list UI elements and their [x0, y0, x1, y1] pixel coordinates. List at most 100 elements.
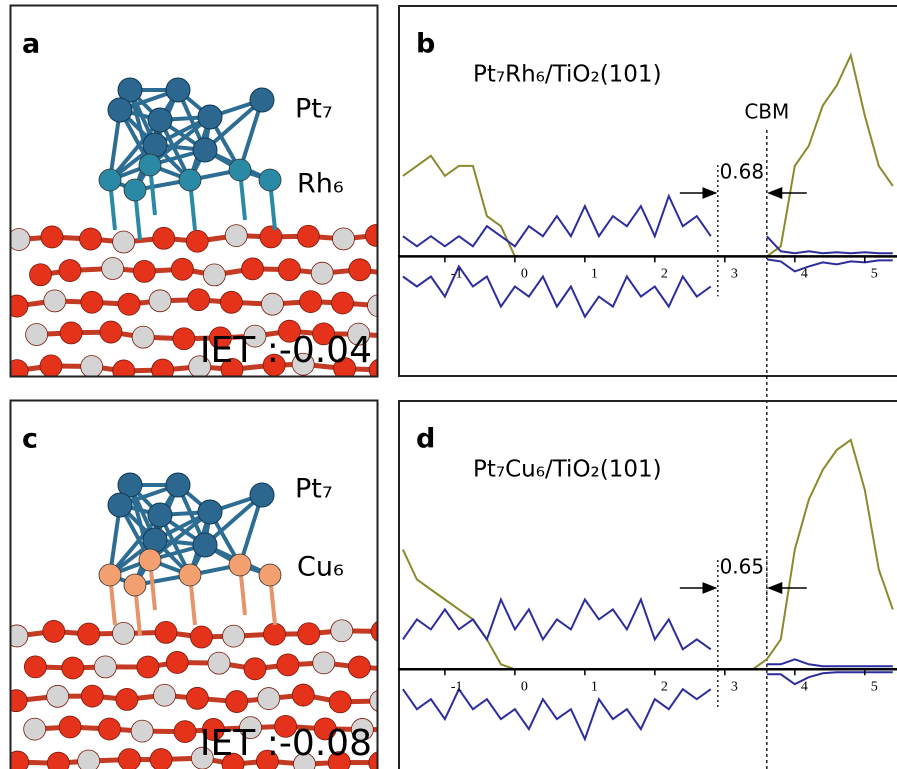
x-tick-label: 3 — [731, 679, 738, 694]
atom — [350, 718, 374, 741]
atom — [278, 319, 301, 343]
x-tick-label: 2 — [661, 267, 668, 282]
bond — [203, 98, 264, 152]
atom — [61, 656, 85, 680]
atom-label: Pt₇ — [295, 474, 333, 505]
atom — [291, 352, 315, 376]
atom — [99, 320, 123, 344]
atom — [249, 482, 275, 508]
atom — [152, 226, 176, 250]
atom — [23, 717, 47, 741]
bond — [148, 115, 212, 167]
atom — [313, 717, 337, 741]
atom — [130, 719, 154, 743]
atom — [293, 752, 316, 769]
atom — [190, 746, 214, 769]
atom — [123, 573, 147, 597]
atom — [258, 563, 282, 587]
atom — [117, 292, 141, 316]
structure-a — [10, 77, 378, 377]
atom — [115, 687, 139, 711]
atom — [98, 717, 121, 741]
atom-label: Rh₆ — [297, 169, 344, 200]
atom — [107, 97, 133, 123]
atom — [299, 290, 323, 313]
atom — [221, 752, 245, 769]
atom — [149, 748, 173, 769]
atom — [291, 683, 315, 707]
atom — [10, 624, 29, 648]
atom — [219, 290, 243, 314]
x-tick-label: 2 — [661, 679, 668, 694]
atom — [188, 355, 212, 377]
atom — [93, 655, 117, 679]
atom — [117, 748, 141, 769]
atom — [277, 258, 301, 282]
atom — [101, 257, 125, 280]
atom — [297, 622, 321, 646]
x-tick-label: 1 — [591, 267, 598, 282]
atom — [243, 324, 267, 348]
atom — [79, 227, 102, 251]
atom — [142, 132, 168, 158]
atom — [58, 259, 82, 282]
atom — [197, 104, 223, 130]
atom — [132, 260, 156, 283]
atom — [165, 472, 191, 498]
atom — [165, 651, 189, 674]
atom — [172, 327, 196, 351]
dos-panel: d Pt₇Cu₆/TiO₂(101) -1 0 1 2 3 4 5 0.65 — [398, 400, 897, 769]
atom — [368, 358, 378, 377]
atom — [312, 651, 336, 675]
x-tick-label: 5 — [871, 679, 878, 694]
atom — [332, 227, 355, 251]
atom — [165, 77, 191, 103]
atom — [170, 257, 194, 281]
atom — [263, 622, 286, 646]
atom — [80, 355, 104, 377]
panel-label: c — [22, 424, 38, 455]
atom — [330, 619, 354, 643]
atom — [138, 548, 162, 572]
atom — [185, 686, 209, 710]
dos-line — [402, 258, 893, 319]
atom — [327, 751, 351, 769]
edge-label: CBM — [744, 100, 789, 124]
bond — [108, 513, 162, 577]
atom — [112, 622, 135, 645]
atom — [348, 258, 372, 282]
x-tick-label: 1 — [591, 679, 598, 694]
atom — [131, 325, 155, 349]
dos-line — [402, 193, 893, 255]
atom — [365, 224, 378, 247]
panel-label: d — [416, 424, 435, 455]
atom — [10, 359, 29, 377]
atom — [123, 178, 147, 202]
atom — [328, 690, 352, 714]
atom — [117, 77, 143, 103]
atom — [10, 228, 31, 251]
atom — [178, 168, 202, 192]
atom — [276, 653, 300, 677]
atom — [296, 224, 320, 248]
atom — [98, 563, 122, 587]
atom — [10, 689, 28, 713]
x-tick-label: 5 — [871, 267, 878, 282]
atom — [202, 263, 226, 287]
atom — [80, 684, 104, 708]
atom — [228, 553, 252, 577]
dos-panel: b Pt₇Rh₆/TiO₂(101) -1 0 1 2 3 4 5 CBM 0.68 — [398, 5, 897, 377]
atom — [369, 689, 378, 712]
structure-c — [10, 472, 378, 769]
x-tick-label: 0 — [521, 679, 528, 694]
atom — [367, 294, 378, 318]
bond — [203, 493, 264, 547]
atom — [187, 288, 211, 312]
atom — [80, 290, 104, 314]
atom — [46, 684, 70, 708]
iet-label: IET :-0.08 — [200, 723, 372, 764]
atom — [39, 354, 63, 377]
x-tick-label: 3 — [731, 267, 738, 282]
iet-label: IET :-0.04 — [200, 330, 372, 371]
